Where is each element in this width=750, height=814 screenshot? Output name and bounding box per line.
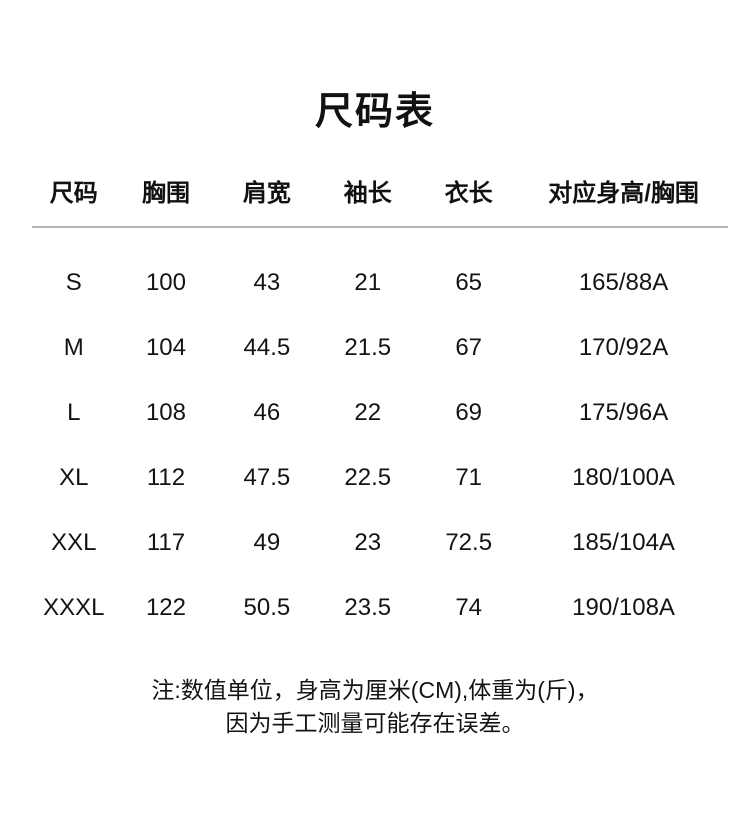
height-chest-cell: 190/108A xyxy=(572,594,675,622)
length-cell: 69 xyxy=(455,399,483,427)
length-cell: 74 xyxy=(455,594,483,622)
size-cell: XXXL xyxy=(43,594,105,622)
size-cell: XXL xyxy=(51,529,97,557)
table-row-s: S 100 43 21 65 165/88A xyxy=(32,251,728,316)
chest-cell: 100 xyxy=(145,269,186,297)
shoulder-cell: 46 xyxy=(253,399,281,427)
column-header-shoulder: 肩宽 xyxy=(242,179,291,207)
shoulder-cell: 44.5 xyxy=(243,334,291,362)
shoulder-cell: 43 xyxy=(253,269,281,297)
size-cell: S xyxy=(65,269,82,297)
length-cell: 65 xyxy=(455,269,483,297)
note-line-2: 因为手工测量可能存在误差。 xyxy=(225,709,525,736)
height-chest-cell: 175/96A xyxy=(578,399,669,427)
table-row-xl: XL 112 47.5 22.5 71 180/100A xyxy=(32,446,728,511)
height-chest-cell: 185/104A xyxy=(572,529,675,557)
size-cell: L xyxy=(67,399,81,427)
length-cell: 72.5 xyxy=(445,529,493,557)
shoulder-cell: 49 xyxy=(253,529,281,557)
column-header-chest: 胸围 xyxy=(141,179,190,207)
chest-cell: 112 xyxy=(146,464,186,492)
column-header-size: 尺码 xyxy=(49,179,98,207)
chest-cell: 122 xyxy=(145,594,186,622)
table-row-xxl: XXL 117 49 23 72.5 185/104A xyxy=(32,511,728,576)
table-row-xxxl: XXXL 122 50.5 23.5 74 190/108A xyxy=(32,576,728,641)
shoulder-cell: 50.5 xyxy=(243,594,291,622)
sleeve-cell: 23.5 xyxy=(344,594,392,622)
chest-cell: 108 xyxy=(145,399,186,427)
chest-cell: 117 xyxy=(146,529,186,557)
height-chest-cell: 170/92A xyxy=(578,334,669,362)
sleeve-cell: 23 xyxy=(354,529,382,557)
height-chest-cell: 165/88A xyxy=(578,269,669,297)
sleeve-cell: 21 xyxy=(354,269,382,297)
header-divider-line xyxy=(32,225,728,228)
page-title: 尺码表 xyxy=(314,91,435,133)
chest-cell: 104 xyxy=(145,334,186,362)
sleeve-cell: 21.5 xyxy=(344,334,392,362)
table-body: S 100 43 21 65 165/88A M 104 44.5 21.5 6… xyxy=(32,251,728,641)
column-header-height-chest: 对应身高/胸围 xyxy=(548,179,699,207)
shoulder-cell: 47.5 xyxy=(243,464,291,492)
length-cell: 67 xyxy=(455,334,483,362)
size-table: 尺码 胸围 肩宽 袖长 衣长 对应身高/胸围 S 100 43 21 65 16… xyxy=(32,178,728,641)
size-cell: M xyxy=(63,334,84,362)
height-chest-cell: 180/100A xyxy=(572,464,675,492)
table-header-row: 尺码 胸围 肩宽 袖长 衣长 对应身高/胸围 xyxy=(32,178,728,209)
sleeve-cell: 22 xyxy=(354,399,382,427)
sleeve-cell: 22.5 xyxy=(344,464,392,492)
note-line-1: 注:数值单位，身高为厘米(CM),体重为(斤)， xyxy=(151,676,599,703)
table-row-m: M 104 44.5 21.5 67 170/92A xyxy=(32,316,728,381)
size-cell: XL xyxy=(59,464,89,492)
table-row-l: L 108 46 22 69 175/96A xyxy=(32,381,728,446)
column-header-sleeve: 袖长 xyxy=(343,179,392,207)
measurement-note: 注:数值单位，身高为厘米(CM),体重为(斤)， 因为手工测量可能存在误差。 xyxy=(0,674,750,740)
length-cell: 71 xyxy=(455,464,483,492)
column-header-length: 衣长 xyxy=(444,179,493,207)
